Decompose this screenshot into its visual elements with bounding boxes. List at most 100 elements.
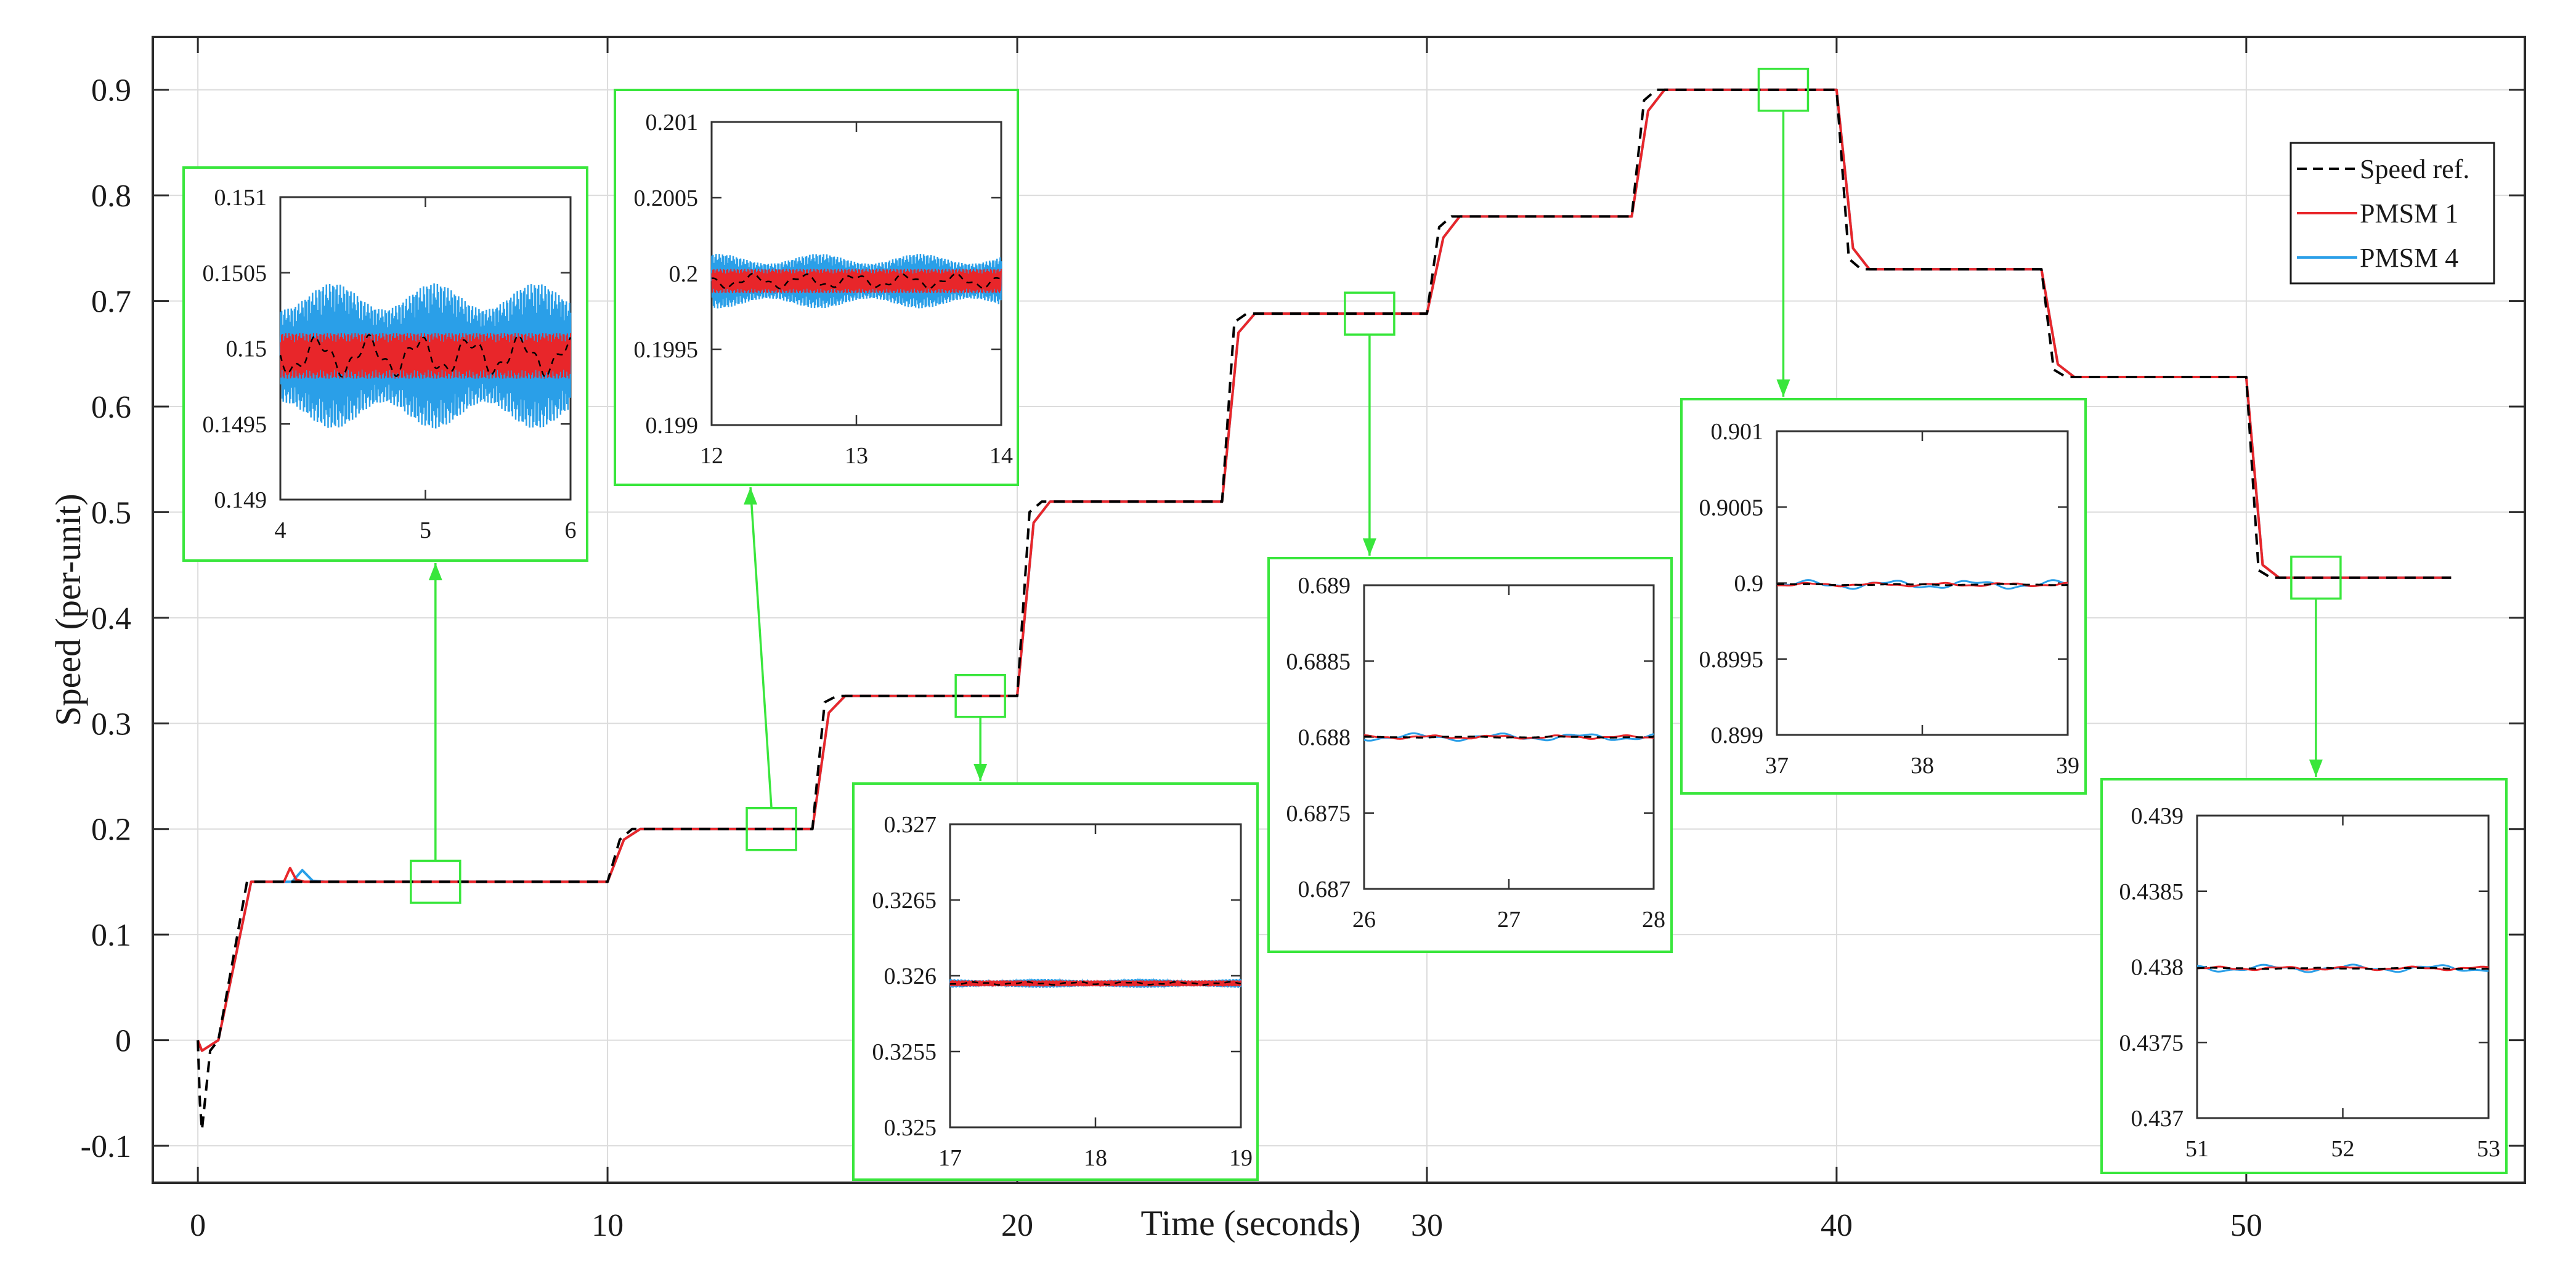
zoom-y-tick-label: 0.9005 xyxy=(1699,495,1764,521)
zoom-y-tick-label: 0.1505 xyxy=(203,261,267,286)
zoom-y-tick-label: 0.3255 xyxy=(872,1039,937,1065)
zoom-trace-reference xyxy=(279,334,572,378)
zoom-insets: 4 5 6 0.149 0.1495 0.15 0.1505 0.151 12 13 14 0.199… xyxy=(182,67,2508,1181)
plot-frame xyxy=(152,36,2526,1184)
zoom-x-tick-label: 26 xyxy=(1352,907,1376,933)
zoom-y-tick-label: 0.9 xyxy=(1734,571,1764,597)
zoom-x-tick-label: 27 xyxy=(1497,907,1521,933)
y-tick-label: 0.1 xyxy=(91,918,131,953)
zoom-x-tick-label: 4 xyxy=(275,517,286,543)
x-tick-label: 10 xyxy=(591,1208,624,1243)
zoom-x-tick-label: 52 xyxy=(2331,1136,2355,1162)
zoom-trace-pmsm-1 xyxy=(280,333,571,379)
zoom-y-tick-label: 0.149 xyxy=(214,487,267,513)
zoom-x-tick-label: 6 xyxy=(565,517,577,543)
zoom-connector xyxy=(749,487,773,808)
zoom-y-tick-label: 0.4375 xyxy=(2119,1030,2184,1056)
zoom-x-tick-label: 17 xyxy=(938,1145,962,1171)
main-series xyxy=(197,88,2452,1132)
zoom-y-tick-label: 0.438 xyxy=(2131,955,2184,981)
zoom-y-tick-label: 0.687 xyxy=(1298,877,1351,902)
x-axis-label: Time (seconds) xyxy=(1140,1203,1360,1243)
zoom-y-tick-label: 0.4385 xyxy=(2119,879,2184,905)
zoom-source-box xyxy=(1344,291,1396,336)
zoom-trace-pmsm-4 xyxy=(279,283,572,429)
inset-5: 37 38 39 0.899 0.8995 0.9 0.9005 0.901 xyxy=(1680,67,2087,795)
zoom-trace-pmsm-4 xyxy=(1363,732,1654,742)
zoom-y-tick-label: 0.151 xyxy=(214,185,267,211)
zoom-y-tick-label: 0.325 xyxy=(884,1115,937,1141)
zoom-y-tick-label: 0.3265 xyxy=(872,888,937,914)
y-tick-label: 0.2 xyxy=(91,813,131,848)
zoom-y-tick-label: 0.6875 xyxy=(1286,801,1351,827)
zoom-trace-reference xyxy=(1777,583,2068,586)
zoom-y-tick-label: 0.1495 xyxy=(203,412,267,437)
zoom-y-tick-label: 0.689 xyxy=(1298,573,1351,599)
zoom-arrowhead xyxy=(428,563,442,580)
zoom-x-tick-label: 12 xyxy=(700,443,723,469)
zoom-trace-pmsm-1 xyxy=(711,269,1002,294)
legend-label: PMSM 4 xyxy=(2360,243,2458,273)
zoom-y-tick-label: 0.326 xyxy=(884,963,937,989)
legend: Speed ref. PMSM 1 PMSM 4 xyxy=(2290,142,2495,285)
inset-6: 51 52 53 0.437 0.4375 0.438 0.4385 0.439 xyxy=(2100,555,2508,1174)
zoom-x-tick-label: 53 xyxy=(2477,1136,2500,1162)
zoom-x-tick-label: 28 xyxy=(1642,907,1665,933)
y-axis-label: Speed (per-unit) xyxy=(48,493,88,726)
main-axes: 0 10 20 30 40 50 -0.1 0 0.1 0.2 0.3 0.4 0.5 0.6 0.7 0.8… xyxy=(81,37,2525,1243)
zoom-y-tick-label: 0.327 xyxy=(884,812,937,838)
zoom-arrowhead xyxy=(2309,760,2323,777)
y-tick-label: 0.8 xyxy=(91,179,131,214)
zoom-x-tick-label: 13 xyxy=(845,443,868,469)
zoom-x-tick-label: 38 xyxy=(1911,753,1934,779)
zoom-x-tick-label: 5 xyxy=(420,517,431,543)
zoom-y-tick-label: 0.439 xyxy=(2131,803,2184,829)
zoom-trace-pmsm-1 xyxy=(1363,734,1654,740)
zoom-trace-pmsm-1 xyxy=(949,979,1241,988)
zoom-y-tick-label: 0.8995 xyxy=(1699,647,1764,673)
zoom-arrowhead xyxy=(973,764,988,781)
zoom-y-tick-label: 0.437 xyxy=(2131,1106,2184,1132)
zoom-x-tick-label: 18 xyxy=(1084,1145,1107,1171)
inset-2: 12 13 14 0.199 0.1995 0.2 0.2005 0.201 xyxy=(614,89,1019,851)
legend-label: PMSM 1 xyxy=(2360,198,2458,229)
inset-4: 26 27 28 0.687 0.6875 0.688 0.6885 0.689 xyxy=(1267,291,1673,953)
y-tick-label: 0 xyxy=(115,1024,131,1059)
zoom-trace-reference xyxy=(711,272,1002,290)
zoom-y-tick-label: 0.201 xyxy=(646,110,699,136)
zoom-y-tick-label: 0.901 xyxy=(1711,419,1764,445)
inset-1: 4 5 6 0.149 0.1495 0.15 0.1505 0.151 xyxy=(182,166,588,904)
x-tick-label: 40 xyxy=(1821,1208,1853,1243)
zoom-trace-reference xyxy=(1364,736,1654,739)
x-tick-label: 50 xyxy=(2230,1208,2262,1243)
y-tick-label: 0.7 xyxy=(91,285,131,320)
x-tick-label: 0 xyxy=(190,1208,206,1243)
zoom-y-tick-label: 0.2005 xyxy=(634,185,699,211)
y-tick-label: -0.1 xyxy=(81,1129,131,1164)
zoom-x-tick-label: 51 xyxy=(2185,1136,2209,1162)
y-tick-label: 0.5 xyxy=(91,495,131,530)
zoom-y-tick-label: 0.688 xyxy=(1298,725,1351,751)
zoom-x-tick-label: 19 xyxy=(1229,1145,1253,1171)
inset-3: 17 18 19 0.325 0.3255 0.326 0.3265 0.327 xyxy=(852,673,1259,1181)
x-tick-label: 20 xyxy=(1001,1208,1033,1243)
y-tick-label: 0.4 xyxy=(91,601,131,636)
zoom-x-tick-label: 37 xyxy=(1765,753,1789,779)
zoom-x-tick-label: 39 xyxy=(2056,753,2079,779)
zoom-trace-pmsm-4 xyxy=(1776,579,2068,590)
x-tick-label: 30 xyxy=(1411,1208,1443,1243)
y-tick-label: 0.9 xyxy=(91,73,131,108)
zoom-y-tick-label: 0.199 xyxy=(646,413,699,439)
zoom-x-tick-label: 14 xyxy=(989,443,1013,469)
zoom-y-tick-label: 0.15 xyxy=(226,336,267,362)
zoom-arrowhead xyxy=(744,487,758,505)
series-line-speed-ref- xyxy=(197,88,2452,1132)
zoom-y-tick-label: 0.899 xyxy=(1711,723,1764,748)
zoom-y-tick-label: 0.1995 xyxy=(634,337,699,363)
zoom-y-tick-label: 0.6885 xyxy=(1286,649,1351,675)
y-tick-label: 0.3 xyxy=(91,707,131,742)
zoom-arrowhead xyxy=(1362,538,1376,556)
zoom-y-tick-label: 0.2 xyxy=(669,261,699,287)
zoom-arrowhead xyxy=(1776,379,1790,397)
